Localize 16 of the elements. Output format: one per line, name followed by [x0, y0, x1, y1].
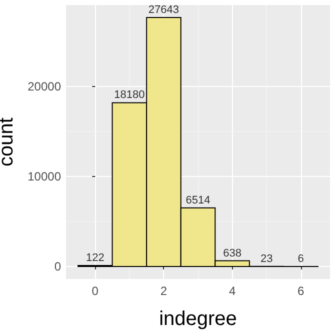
data-label: 6: [298, 252, 304, 265]
x-axis-title: indegree: [159, 308, 237, 330]
x-tick-label: 6: [298, 284, 305, 298]
x-tick-label: 4: [228, 284, 236, 298]
data-label: 6514: [186, 194, 210, 206]
y-axis-title: count: [0, 117, 18, 166]
data-label: 638: [223, 247, 242, 260]
data-label: 23: [260, 252, 273, 265]
data-label: 122: [86, 252, 104, 264]
y-tick-label: 10000: [28, 169, 62, 184]
x-tick-label: 2: [160, 284, 168, 298]
y-tick-label: 20000: [28, 79, 62, 94]
data-label: 18180: [114, 89, 145, 102]
y-tick-label: 0: [54, 260, 62, 274]
data-label: 27643: [148, 4, 180, 16]
x-tick-label: 0: [92, 284, 99, 298]
